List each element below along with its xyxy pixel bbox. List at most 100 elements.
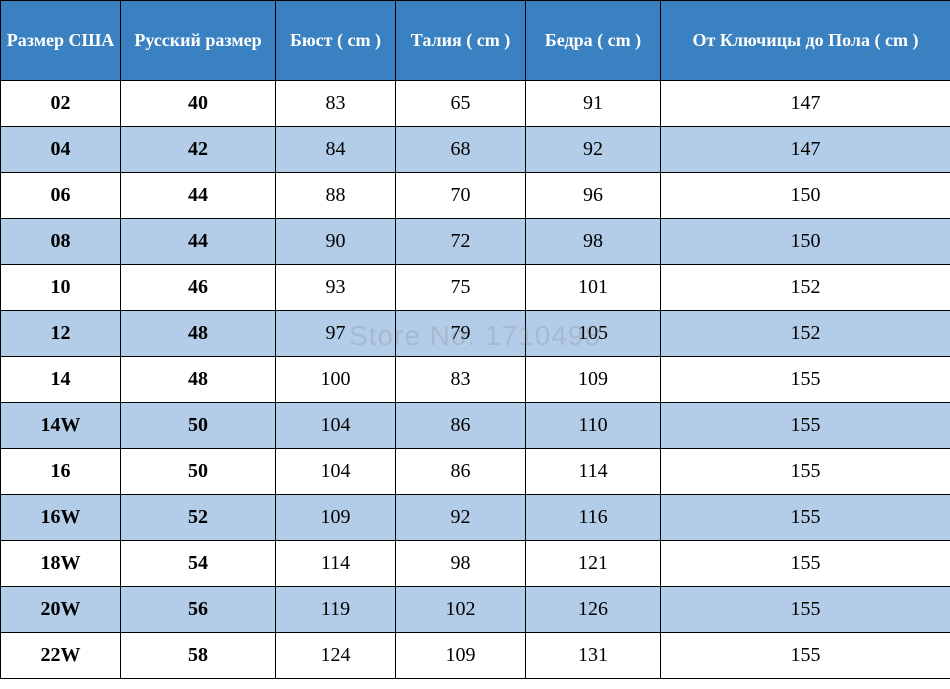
table-cell: 93 [276, 265, 396, 311]
table-cell: 90 [276, 219, 396, 265]
table-cell: 97 [276, 311, 396, 357]
table-cell: 116 [526, 495, 661, 541]
table-cell: 02 [1, 81, 121, 127]
table-cell: 155 [661, 403, 950, 449]
table-row: 12489779105152 [1, 311, 950, 357]
header-cell: Бюст ( cm ) [276, 1, 396, 81]
header-cell: Русский размер [121, 1, 276, 81]
table-cell: 70 [396, 173, 526, 219]
table-cell: 18W [1, 541, 121, 587]
table-row: 0442846892147 [1, 127, 950, 173]
header-cell: Талия ( cm ) [396, 1, 526, 81]
table-cell: 104 [276, 449, 396, 495]
table-cell: 16W [1, 495, 121, 541]
table-head: Размер США Русский размер Бюст ( cm ) Та… [1, 1, 950, 81]
table-cell: 48 [121, 311, 276, 357]
table-cell: 54 [121, 541, 276, 587]
table-cell: 92 [526, 127, 661, 173]
table-cell: 109 [396, 633, 526, 679]
table-cell: 72 [396, 219, 526, 265]
table-cell: 52 [121, 495, 276, 541]
table-row: 22W58124109131155 [1, 633, 950, 679]
table-cell: 20W [1, 587, 121, 633]
table-cell: 119 [276, 587, 396, 633]
table-row: 20W56119102126155 [1, 587, 950, 633]
table-cell: 109 [276, 495, 396, 541]
table-cell: 50 [121, 403, 276, 449]
table-cell: 75 [396, 265, 526, 311]
table-cell: 14 [1, 357, 121, 403]
table-cell: 152 [661, 311, 950, 357]
table-cell: 14W [1, 403, 121, 449]
table-cell: 42 [121, 127, 276, 173]
table-cell: 44 [121, 219, 276, 265]
table-cell: 109 [526, 357, 661, 403]
table-row: 0240836591147 [1, 81, 950, 127]
table-cell: 124 [276, 633, 396, 679]
table-cell: 155 [661, 633, 950, 679]
table-cell: 84 [276, 127, 396, 173]
table-cell: 79 [396, 311, 526, 357]
table-cell: 150 [661, 173, 950, 219]
table-row: 165010486114155 [1, 449, 950, 495]
table-row: 10469375101152 [1, 265, 950, 311]
table-cell: 12 [1, 311, 121, 357]
header-cell: От Ключицы до Пола ( cm ) [661, 1, 950, 81]
table-cell: 04 [1, 127, 121, 173]
table-cell: 91 [526, 81, 661, 127]
table-cell: 50 [121, 449, 276, 495]
table-cell: 96 [526, 173, 661, 219]
table-cell: 114 [276, 541, 396, 587]
table-body: 0240836591147044284689214706448870961500… [1, 81, 950, 679]
table-cell: 48 [121, 357, 276, 403]
table-cell: 86 [396, 449, 526, 495]
table-cell: 56 [121, 587, 276, 633]
table-cell: 155 [661, 587, 950, 633]
table-cell: 105 [526, 311, 661, 357]
table-cell: 155 [661, 495, 950, 541]
table-cell: 86 [396, 403, 526, 449]
table-cell: 155 [661, 449, 950, 495]
header-cell: Размер США [1, 1, 121, 81]
table-cell: 152 [661, 265, 950, 311]
table-cell: 155 [661, 357, 950, 403]
table-cell: 10 [1, 265, 121, 311]
table-cell: 65 [396, 81, 526, 127]
table-cell: 83 [396, 357, 526, 403]
table-cell: 147 [661, 127, 950, 173]
table-cell: 88 [276, 173, 396, 219]
table-cell: 126 [526, 587, 661, 633]
table-cell: 22W [1, 633, 121, 679]
table-cell: 40 [121, 81, 276, 127]
table-cell: 102 [396, 587, 526, 633]
table-cell: 08 [1, 219, 121, 265]
table-cell: 150 [661, 219, 950, 265]
table-cell: 92 [396, 495, 526, 541]
table-cell: 155 [661, 541, 950, 587]
table-cell: 83 [276, 81, 396, 127]
table-cell: 101 [526, 265, 661, 311]
table-cell: 121 [526, 541, 661, 587]
table-cell: 98 [526, 219, 661, 265]
table-row: 14W5010486110155 [1, 403, 950, 449]
table-cell: 16 [1, 449, 121, 495]
table-cell: 44 [121, 173, 276, 219]
table-cell: 46 [121, 265, 276, 311]
table-cell: 68 [396, 127, 526, 173]
table-cell: 147 [661, 81, 950, 127]
table-row: 0844907298150 [1, 219, 950, 265]
table-row: 144810083109155 [1, 357, 950, 403]
table-cell: 98 [396, 541, 526, 587]
table-row: 16W5210992116155 [1, 495, 950, 541]
table-cell: 131 [526, 633, 661, 679]
table-cell: 06 [1, 173, 121, 219]
table-row: 18W5411498121155 [1, 541, 950, 587]
table-row: 0644887096150 [1, 173, 950, 219]
table-cell: 58 [121, 633, 276, 679]
table-cell: 110 [526, 403, 661, 449]
table-cell: 100 [276, 357, 396, 403]
size-chart-table: Размер США Русский размер Бюст ( cm ) Та… [0, 0, 950, 679]
table-cell: 104 [276, 403, 396, 449]
table-cell: 114 [526, 449, 661, 495]
header-row: Размер США Русский размер Бюст ( cm ) Та… [1, 1, 950, 81]
